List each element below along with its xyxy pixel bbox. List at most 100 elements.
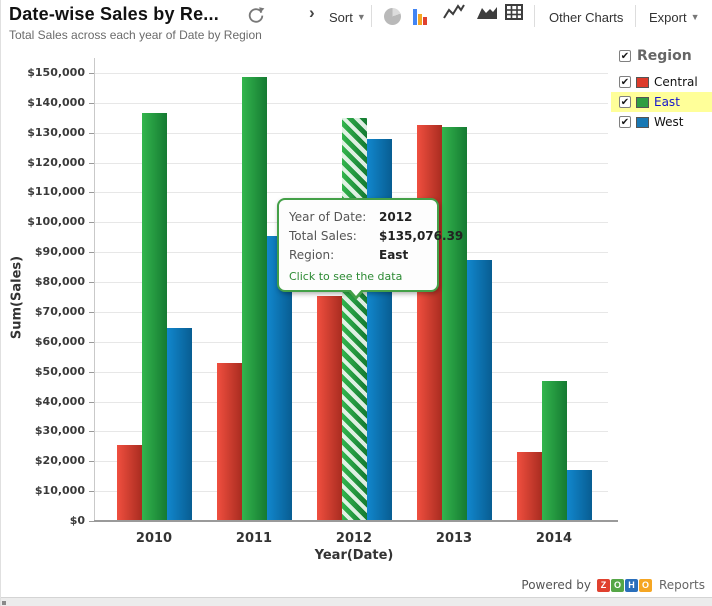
area-chart-icon	[476, 3, 498, 25]
refresh-button[interactable]	[247, 6, 265, 29]
y-tick-label: $80,000	[34, 275, 85, 289]
bar-west-2010[interactable]	[166, 328, 192, 521]
y-tick-mark	[89, 521, 94, 522]
bottom-scrollbar-track[interactable]	[1, 597, 712, 606]
x-tick-label-2012: 2012	[335, 531, 373, 546]
collapse-chevron-icon[interactable]: ›	[309, 3, 315, 22]
tooltip-row: Year of Date: 2012	[289, 208, 427, 227]
line-chart-button[interactable]	[443, 4, 465, 25]
y-tick-mark	[89, 371, 94, 373]
y-tick-label: $10,000	[34, 484, 85, 498]
y-tick-label: $70,000	[34, 304, 85, 318]
page-subtitle: Total Sales across each year of Date by …	[9, 28, 262, 42]
y-axis-line	[94, 58, 95, 521]
y-tick-label: $40,000	[34, 394, 85, 408]
legend-title: Region	[637, 48, 692, 64]
legend-swatch-east	[636, 96, 649, 108]
logo-letter: H	[624, 578, 638, 592]
legend: ✔ Central ✔ East ✔ West	[611, 72, 712, 132]
bar-east-2012[interactable]	[341, 117, 367, 521]
toolbar-divider	[534, 5, 535, 27]
bar-west-2014[interactable]	[566, 470, 592, 521]
legend-select-all-checkbox[interactable]: ✔	[619, 50, 631, 62]
y-tick-label: $30,000	[34, 424, 85, 438]
y-tick-label: $130,000	[27, 125, 85, 139]
other-charts-button[interactable]: Other Charts	[549, 6, 623, 28]
sort-label: Sort	[329, 9, 353, 25]
legend-swatch-west	[636, 116, 649, 128]
x-axis-title: Year(Date)	[314, 548, 394, 563]
y-tick-label: $140,000	[27, 95, 85, 109]
x-tick-label-2013: 2013	[435, 531, 473, 546]
area-chart-button[interactable]	[476, 7, 498, 25]
x-tick-label-2010: 2010	[135, 531, 173, 546]
y-tick-mark	[89, 461, 94, 463]
tooltip-row: Total Sales: $135,076.39	[289, 227, 463, 246]
bar-east-2013[interactable]	[441, 127, 467, 521]
legend-label: West	[654, 115, 684, 129]
tooltip-value: East	[379, 248, 409, 262]
tooltip-label: Region:	[289, 248, 335, 262]
bar-central-2010[interactable]	[116, 444, 142, 521]
y-tick-mark	[89, 491, 94, 493]
bar-central-2013[interactable]	[416, 125, 442, 521]
bar-central-2012[interactable]	[316, 295, 342, 521]
y-tick-mark	[89, 252, 94, 254]
y-tick-mark	[89, 222, 94, 224]
resize-grip[interactable]	[2, 601, 6, 605]
tooltip-value: 2012	[379, 210, 413, 224]
legend-header: ✔ Region	[619, 48, 692, 64]
y-tick-mark	[89, 162, 94, 164]
y-tick-mark	[89, 73, 94, 74]
bar-chart-button[interactable]	[413, 7, 435, 25]
export-label: Export	[649, 9, 687, 25]
logo-letter: O	[638, 578, 652, 592]
legend-item-west[interactable]: ✔ West	[611, 112, 712, 132]
powered-by-text: Powered by	[521, 578, 591, 592]
y-tick-mark	[89, 102, 94, 104]
bar-east-2011[interactable]	[241, 76, 267, 521]
legend-checkbox-east[interactable]: ✔	[619, 96, 631, 108]
pie-chart-icon	[384, 8, 401, 25]
y-tick-label: $50,000	[34, 364, 85, 378]
line-chart-icon	[443, 3, 465, 25]
bar-central-2011[interactable]	[216, 362, 242, 521]
legend-item-east[interactable]: ✔ East	[611, 92, 712, 112]
caret-down-icon: ▼	[356, 12, 366, 22]
x-tick-label-2011: 2011	[235, 531, 273, 546]
y-tick-label: $100,000	[27, 215, 85, 229]
pie-chart-button[interactable]	[384, 7, 406, 25]
bar-west-2013[interactable]	[466, 260, 492, 521]
y-tick-label: $0	[69, 514, 85, 527]
table-icon	[505, 4, 523, 25]
toolbar-divider	[635, 5, 636, 27]
y-tick-mark	[89, 401, 94, 403]
logo-letter: Z	[596, 578, 610, 592]
refresh-icon	[247, 7, 265, 28]
gridline	[94, 102, 608, 104]
sort-dropdown[interactable]: Sort ▼	[329, 6, 366, 28]
bar-east-2010[interactable]	[141, 113, 167, 521]
bar-central-2014[interactable]	[516, 452, 542, 521]
table-view-button[interactable]	[505, 4, 527, 25]
y-tick-mark	[89, 341, 94, 343]
x-axis-line	[94, 520, 618, 522]
bar-west-2012[interactable]	[366, 138, 392, 521]
y-tick-label: $150,000	[27, 66, 85, 79]
y-tick-mark	[89, 282, 94, 284]
tooltip-see-data-link[interactable]: Click to see the data	[289, 270, 403, 283]
logo-letter: O	[610, 578, 624, 592]
legend-checkbox-central[interactable]: ✔	[619, 76, 631, 88]
y-tick-mark	[89, 192, 94, 194]
bar-east-2014[interactable]	[541, 380, 567, 521]
export-dropdown[interactable]: Export ▼	[649, 6, 700, 28]
brand-suffix: Reports	[658, 578, 705, 592]
bar-chart-icon	[413, 9, 427, 25]
tooltip-row: Region: East	[289, 246, 427, 265]
legend-item-central[interactable]: ✔ Central	[611, 72, 712, 92]
legend-checkbox-west[interactable]: ✔	[619, 116, 631, 128]
other-charts-label: Other Charts	[549, 9, 624, 25]
y-tick-label: $60,000	[34, 334, 85, 348]
